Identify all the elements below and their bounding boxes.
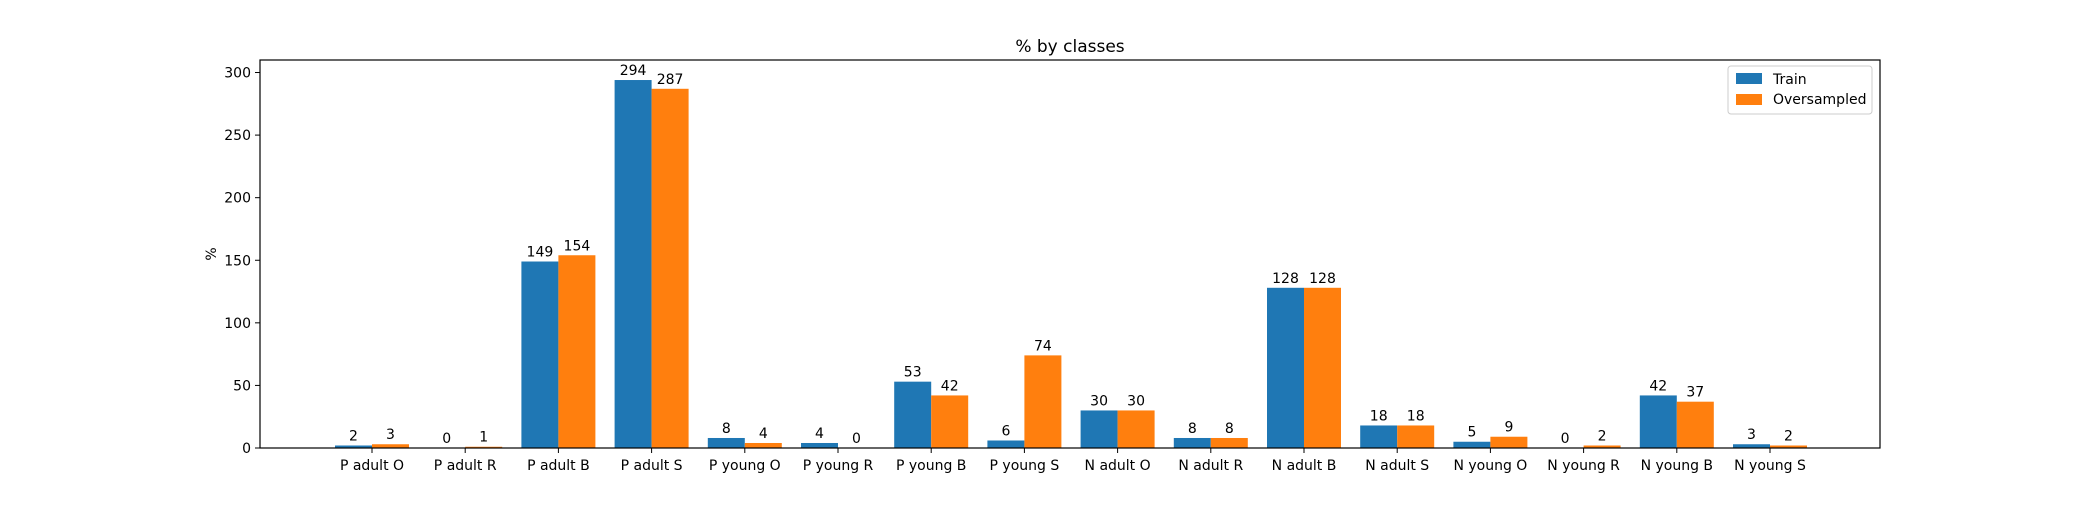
x-tick-label: N young B [1641,458,1713,474]
bar-value-label: 4 [759,426,768,442]
x-tick-label: P adult B [527,458,590,474]
bar-value-label: 2 [1784,428,1793,444]
bar-value-label: 8 [722,421,731,437]
bar-value-label: 30 [1090,393,1108,409]
bar-train-p-adult-s [614,80,652,448]
chart-title: % by classes [1015,37,1124,57]
bar-train-n-young-o [1453,441,1491,448]
y-axis: 0 50 100 150 200 250 300 [224,66,260,457]
bar-train-p-young-b [894,381,932,448]
legend-label-oversampled: Oversampled [1773,92,1866,108]
x-tick-label: P adult R [434,458,497,474]
x-tick-label: P adult O [340,458,404,474]
plot-frame [259,59,1881,449]
bar-oversampled-n-young-o [1490,436,1528,448]
bar-value-label: 3 [1747,427,1756,443]
bar-train-n-young-b [1639,395,1677,448]
bar-value-label: 287 [657,72,684,88]
x-tick-label: P young R [803,458,874,474]
bars-layer [335,80,1807,448]
bar-value-label: 18 [1370,408,1388,424]
bar-oversampled-n-adult-o [1117,410,1155,448]
x-axis: P adult O P adult R P adult B P adult S P yo… [340,448,1806,474]
bar-train-p-young-o [707,437,745,448]
bar-value-label: 42 [1649,378,1667,394]
bar-value-label: 2 [1598,428,1607,444]
bar-value-label: 8 [1225,421,1234,437]
bar-value-label: 294 [620,63,647,79]
bar-value-label: 30 [1127,393,1145,409]
legend-swatch-train [1736,73,1762,84]
bar-oversampled-n-young-r [1583,445,1621,448]
bar-value-label: 3 [386,427,395,443]
y-tick-label: 200 [224,191,251,207]
bar-value-label: 1 [479,430,488,446]
bar-value-label: 37 [1686,385,1704,401]
x-tick-label: N young R [1547,458,1620,474]
bar-oversampled-n-adult-b [1304,287,1341,448]
x-tick-label: N young O [1453,458,1527,474]
x-tick-label: N adult O [1085,458,1151,474]
bar-train-p-adult-o [335,445,372,448]
legend-label-train: Train [1772,72,1807,88]
x-tick-label: P young S [990,458,1060,474]
y-tick-label: 0 [242,441,251,457]
x-tick-label: P adult S [621,458,683,474]
bar-train-n-adult-o [1080,410,1118,448]
bar-value-label: 128 [1309,271,1336,287]
bar-value-label: 4 [815,426,824,442]
y-tick-label: 50 [233,378,251,394]
bar-value-label: 8 [1188,421,1197,437]
bar-value-label: 0 [442,431,451,447]
x-tick-label: N adult S [1365,458,1429,474]
legend-swatch-oversampled [1736,94,1762,105]
x-tick-label: N young S [1734,458,1806,474]
y-tick-label: 300 [224,66,251,82]
x-tick-label: N adult B [1272,458,1337,474]
bar-oversampled-n-adult-s [1397,425,1435,448]
bar-value-label: 154 [564,238,591,254]
y-axis-label: % [204,247,220,260]
bar-value-label: 2 [349,428,358,444]
bar-train-n-adult-s [1360,425,1398,448]
bar-train-p-adult-b [521,261,559,448]
x-tick-label: N adult R [1178,458,1243,474]
bar-oversampled-p-adult-o [372,444,409,448]
bar-value-label: 74 [1034,338,1052,354]
bar-train-p-young-s [987,440,1025,448]
legend: Train Oversampled [1727,65,1873,115]
bar-value-label: 53 [904,365,922,381]
x-tick-label: P young O [709,458,781,474]
legend-box [1727,65,1873,115]
bar-oversampled-n-young-b [1676,401,1714,448]
bar-oversampled-p-adult-r [465,446,503,448]
bar-value-label: 9 [1504,420,1513,436]
bar-oversampled-p-young-b [931,395,969,448]
bar-value-label: 18 [1407,408,1425,424]
bar-train-n-young-s [1733,444,1770,448]
bar-oversampled-p-young-o [744,442,782,448]
bar-oversampled-n-adult-r [1210,437,1248,448]
bar-value-label: 42 [941,378,959,394]
bar-oversampled-p-adult-b [558,255,596,448]
bar-value-label: 128 [1272,271,1299,287]
bar-value-label: 0 [1561,431,1570,447]
y-tick-label: 150 [224,253,251,269]
bar-value-label: 5 [1467,425,1476,441]
bar-value-label: 149 [527,245,554,261]
y-tick-label: 100 [224,316,251,332]
bar-train-n-adult-b [1267,287,1304,448]
x-tick-label: P young B [896,458,966,474]
bar-train-p-young-r [801,442,838,448]
bar-value-label: 6 [1001,423,1010,439]
bar-oversampled-p-adult-s [651,88,689,448]
y-tick-label: 250 [224,128,251,144]
bar-train-n-adult-r [1173,437,1211,448]
bar-oversampled-p-young-s [1024,355,1062,448]
bar-oversampled-n-young-s [1770,445,1807,448]
bar-value-label: 0 [852,431,861,447]
